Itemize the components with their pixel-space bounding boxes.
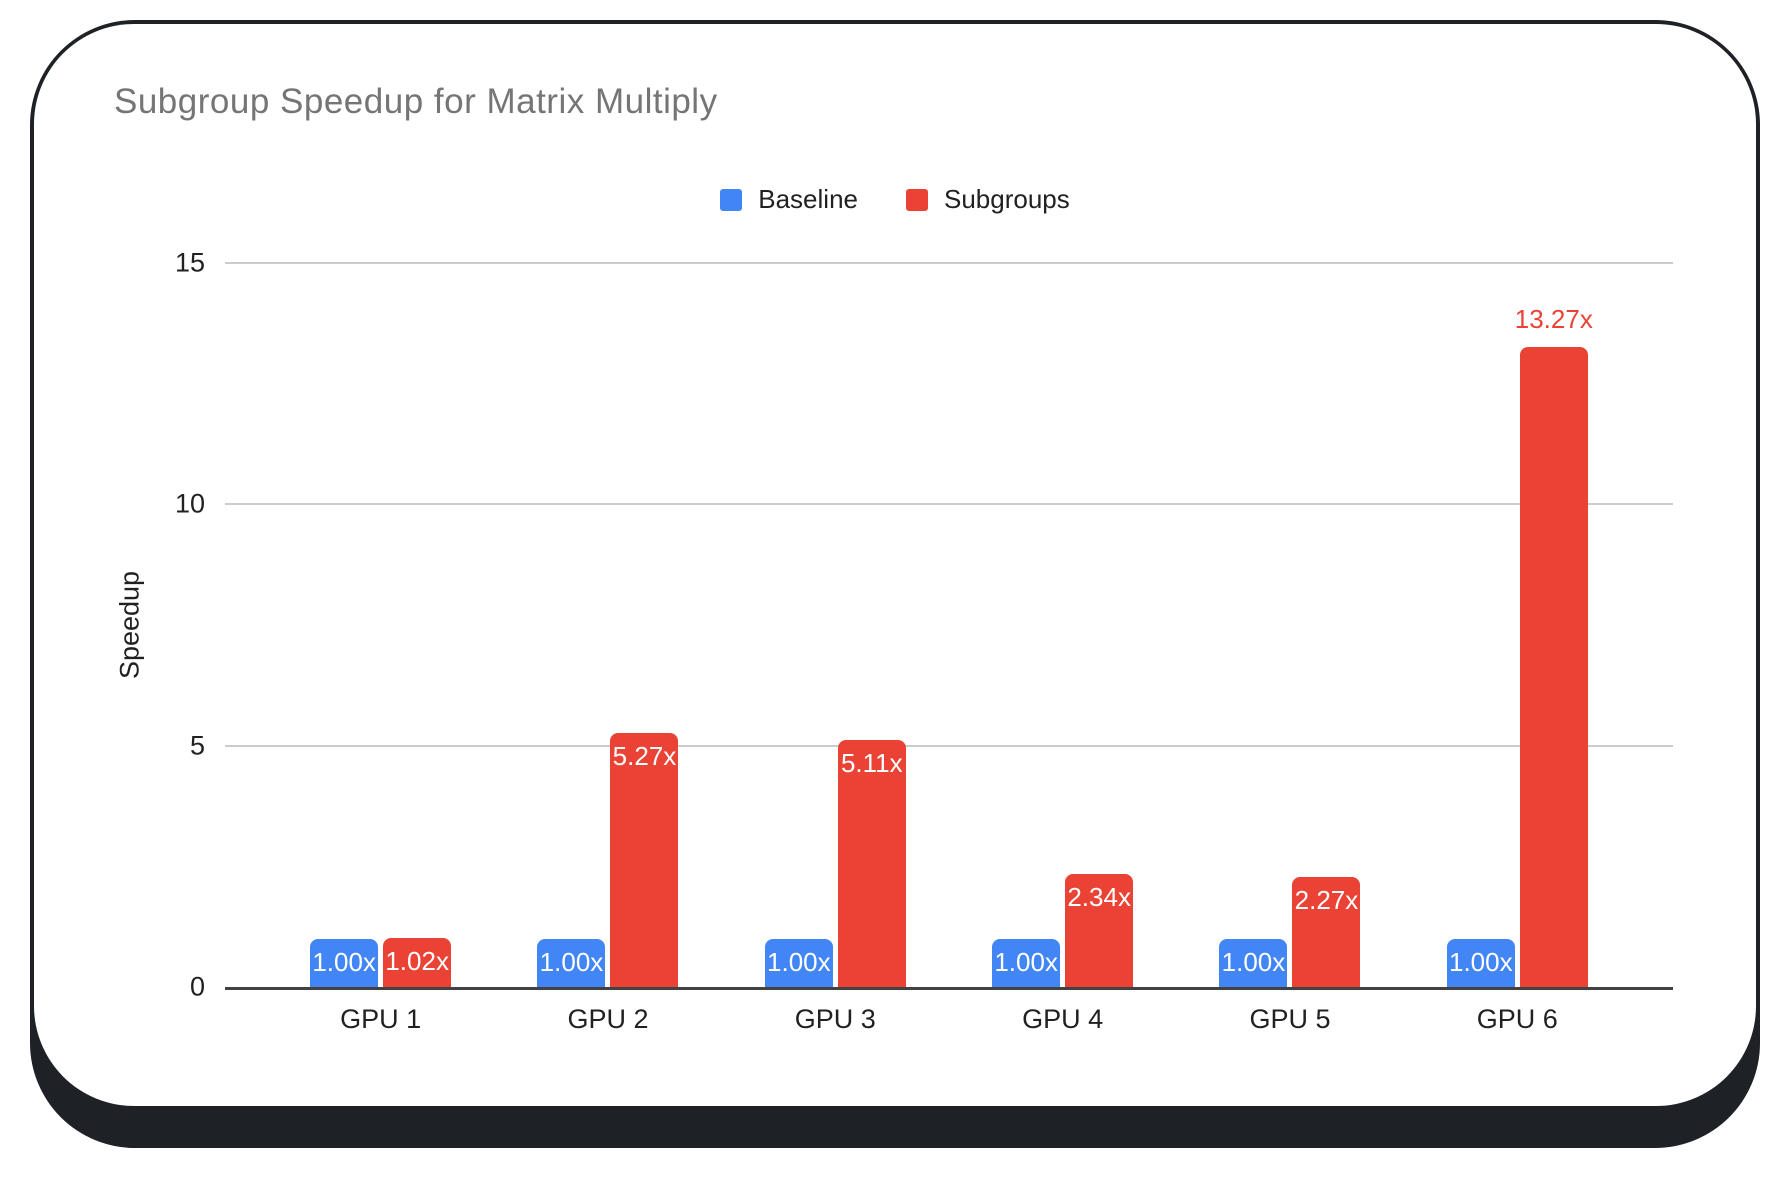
bar-value-label: 5.27x (612, 740, 677, 771)
legend-item-baseline: Baseline (720, 184, 858, 215)
x-category-label: GPU 6 (1476, 1004, 1558, 1034)
bar-value-label: 1.00x (1448, 946, 1513, 977)
bar-groups-row: 1.00x 1.02x GPU 1 1.00x 5.27x GPU 2 1.00x 5.11x… (225, 263, 1673, 1034)
bar-group: 1.00x 13.27x GPU 6 (1404, 263, 1631, 1034)
bar-baseline: 1.00x (310, 938, 379, 987)
y-axis-title: Speedup (114, 570, 145, 680)
bar-subgroups: 13.27x (1515, 304, 1593, 987)
bar-value-label: 2.34x (1067, 882, 1131, 913)
legend-item-subgroups: Subgroups (905, 184, 1070, 215)
bar-group: 1.00x 2.27x GPU 5 (1176, 263, 1403, 1034)
legend: Baseline Subgroups (34, 184, 1756, 215)
bar-subgroups: 5.11x (837, 740, 906, 987)
bar-value-label: 2.27x (1294, 885, 1359, 916)
chart-title: Subgroup Speedup for Matrix Multiply (114, 82, 718, 121)
bar-group: 1.00x 2.34x GPU 4 (949, 263, 1176, 1034)
bar-value-label: 13.27x (1514, 303, 1593, 334)
gridline (225, 262, 1673, 264)
x-category-label: GPU 1 (340, 1004, 422, 1034)
bar-baseline: 1.00x (992, 938, 1061, 987)
bar-group: 1.00x 1.02x GPU 1 (267, 263, 494, 1034)
bar-value-label: 1.00x (1221, 946, 1286, 977)
chart-card: Subgroup Speedup for Matrix Multiply Bas… (34, 24, 1756, 1106)
y-tick-label: 10 (174, 488, 205, 519)
x-category-label: GPU 4 (1022, 1004, 1104, 1034)
x-category-label: GPU 2 (567, 1004, 649, 1034)
bar-subgroups: 5.27x (610, 732, 679, 987)
legend-label-subgroups: Subgroups (943, 184, 1070, 214)
bar-value-label: 5.11x (840, 748, 903, 779)
gridline (225, 503, 1673, 506)
bar-value-label: 1.00x (994, 946, 1058, 977)
bar-value-label: 1.00x (767, 946, 831, 977)
x-category-label: GPU 5 (1249, 1004, 1331, 1034)
bar-subgroups: 2.34x (1065, 874, 1134, 987)
bar-group: 1.00x 5.27x GPU 2 (494, 263, 721, 1034)
bar-baseline: 1.00x (1219, 938, 1288, 987)
bar-value-label: 1.00x (539, 946, 604, 977)
legend-swatch-baseline-icon (720, 188, 743, 211)
bar-baseline: 1.00x (1446, 938, 1515, 987)
y-tick-label: 5 (189, 730, 205, 761)
plot-area: 1.00x 1.02x GPU 1 1.00x 5.27x GPU 2 1.00x 5.11x… (175, 248, 1673, 1034)
bar-value-label: 1.00x (312, 946, 376, 977)
bar-value-label: 1.02x (385, 945, 449, 976)
card-shadow: Subgroup Speedup for Matrix Multiply Bas… (30, 20, 1760, 1148)
bar-subgroups: 1.02x (383, 937, 452, 987)
legend-swatch-subgroups-icon (905, 188, 928, 211)
bar-subgroups: 2.27x (1292, 877, 1361, 987)
x-category-label: GPU 3 (794, 1004, 876, 1034)
bar-group: 1.00x 5.11x GPU 3 (722, 263, 949, 1034)
gridline (225, 744, 1673, 747)
bar-baseline: 1.00x (537, 938, 606, 987)
legend-label-baseline: Baseline (758, 184, 858, 214)
y-tick-label: 15 (174, 247, 205, 278)
bar-baseline: 1.00x (764, 938, 833, 987)
y-tick-label: 0 (189, 971, 205, 1002)
